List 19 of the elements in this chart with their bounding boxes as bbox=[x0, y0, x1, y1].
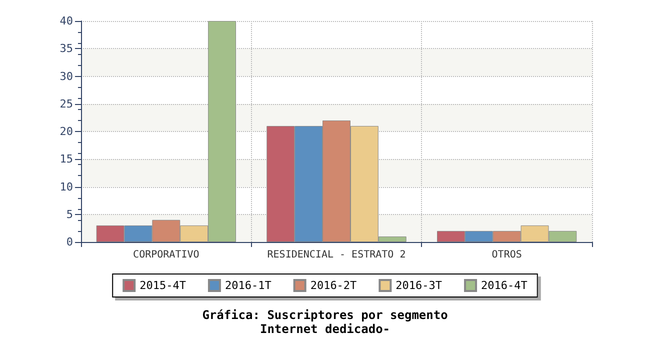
legend-label: 2016-1T bbox=[224, 279, 272, 292]
y-tick-label: 20 bbox=[60, 125, 73, 138]
legend-label: 2016-2T bbox=[310, 279, 358, 292]
y-tick-label: 25 bbox=[60, 97, 73, 110]
y-tick-label: 40 bbox=[60, 14, 73, 28]
text: Gráfica: Suscriptores por segmento bbox=[202, 308, 448, 322]
x-tick-label: RESIDENCIAL - ESTRATO 2 bbox=[267, 250, 406, 260]
text: Internet dedicado- bbox=[260, 322, 390, 336]
legend-label: 2015-4T bbox=[140, 279, 186, 292]
legend-label: 2016-4T bbox=[481, 279, 528, 292]
x-tick-label: CORPORATIVO bbox=[133, 250, 200, 260]
y-tick-label: 35 bbox=[60, 42, 73, 56]
x-tick-label: OTROS bbox=[492, 250, 522, 260]
y-tick-label: 10 bbox=[60, 180, 73, 194]
y-tick-label: 30 bbox=[60, 70, 73, 83]
y-tick-label: 5 bbox=[66, 208, 73, 221]
y-tick-label: 0 bbox=[66, 236, 73, 248]
y-tick-label: 15 bbox=[60, 152, 73, 166]
legend-label: 2016-3T bbox=[396, 279, 442, 292]
